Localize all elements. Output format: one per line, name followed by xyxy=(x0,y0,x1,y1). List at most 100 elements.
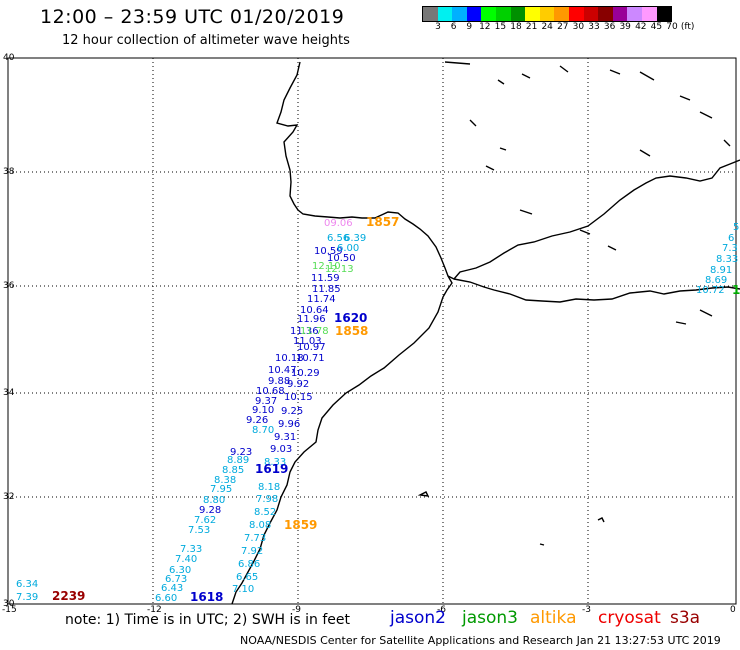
swh-value: 8.80 xyxy=(203,495,225,506)
coastline xyxy=(231,61,740,605)
scale-label: 27 xyxy=(557,22,569,32)
swh-value: 7.10 xyxy=(232,584,254,595)
swh-value: 6 xyxy=(728,233,734,244)
jason2-pass-time: 1620 xyxy=(334,311,367,325)
longitude-label: -9 xyxy=(292,605,301,615)
scale-label: 45 xyxy=(650,22,663,32)
swh-value: 7.3 xyxy=(722,243,738,254)
swh-value: 8.52 xyxy=(254,507,276,518)
swh-value: 8.33 xyxy=(716,254,738,265)
jason2-value: 10.68 xyxy=(256,386,285,397)
swh-value: 5 xyxy=(733,222,739,233)
swh-value: 6.86 xyxy=(238,559,260,570)
swh-value: 6.60 xyxy=(155,593,177,604)
scale-label: 30 xyxy=(572,22,585,32)
scale-swatch xyxy=(641,7,657,21)
jason2-value: 9.10 xyxy=(252,405,274,416)
swh-value: 6.39 xyxy=(344,233,366,244)
latitude-label: 40 xyxy=(3,53,15,63)
jason2-value: 11.59 xyxy=(311,273,340,284)
swh-value: 6.00 xyxy=(337,243,359,254)
wave-height-color-scale xyxy=(422,6,673,22)
altika-pass-time: 1859 xyxy=(284,518,317,532)
s3a-value: 09.06 xyxy=(324,218,353,229)
scale-swatch xyxy=(495,7,511,21)
swh-value: 7.98 xyxy=(256,494,278,505)
scale-label: 9 xyxy=(466,22,473,32)
scale-label: 18 xyxy=(510,22,522,32)
scale-swatch xyxy=(568,7,584,21)
credit-line: NOAA/NESDIS Center for Satellite Applica… xyxy=(240,634,721,647)
scale-swatch xyxy=(627,7,642,21)
map-frame xyxy=(7,57,737,605)
legend-item-cryosat: cryosat xyxy=(598,608,661,628)
scale-swatch xyxy=(598,7,613,21)
scale-label: 33 xyxy=(588,22,600,32)
altika-pass-time: 1857 xyxy=(366,215,399,229)
scale-label: 39 xyxy=(619,22,631,32)
longitude-label: -3 xyxy=(582,605,591,615)
scale-swatch xyxy=(437,7,453,21)
longitude-label: -15 xyxy=(2,605,17,615)
scale-label: 36 xyxy=(603,22,616,32)
jason2-value: 9.92 xyxy=(287,379,309,390)
scale-swatch xyxy=(554,7,569,21)
jason3-value: 12.13 xyxy=(325,264,354,275)
swh-value: 7.39 xyxy=(16,592,38,603)
jason2-value: 9.03 xyxy=(270,444,292,455)
latitude-label: 32 xyxy=(3,492,14,502)
scale-swatch xyxy=(481,7,496,21)
swh-value: 8.18 xyxy=(258,482,280,493)
legend-item-jason2: jason2 xyxy=(390,608,446,628)
swh-value: 6.56 xyxy=(327,233,349,244)
swh-value: 8.91 xyxy=(710,265,732,276)
swh-value: 8.89 xyxy=(227,455,249,466)
jason2-value: 10.59 xyxy=(314,246,343,257)
units-note: note: 1) Time is in UTC; 2) SWH is in fe… xyxy=(65,612,351,628)
map-subtitle: 12 hour collection of altimeter wave hei… xyxy=(62,33,350,48)
legend-item-altika: altika xyxy=(530,608,577,628)
scale-label: 24 xyxy=(541,22,553,32)
longitude-label: -6 xyxy=(437,605,446,615)
scale-label: 3 xyxy=(435,22,441,32)
jason2-pass-time: 1619 xyxy=(255,462,288,476)
swh-value: 6.65 xyxy=(236,572,258,583)
swh-value: 8.70 xyxy=(252,425,274,436)
scale-swatch xyxy=(612,7,628,21)
jason2-value: 10.71 xyxy=(296,353,325,364)
jason3-value: 1 xyxy=(732,283,740,297)
scale-label: 15 xyxy=(494,22,507,32)
scale-label: 6 xyxy=(450,22,457,32)
jason2-value: 9.96 xyxy=(278,419,300,430)
scale-label: 70 xyxy=(666,22,678,32)
swh-value: 7.33 xyxy=(180,544,202,555)
jason2-value: 10.15 xyxy=(284,392,313,403)
lat-lon-grid xyxy=(8,58,736,604)
scale-label: 12 xyxy=(479,22,491,32)
swh-value: 7.53 xyxy=(188,525,210,536)
jason2-value: 10.50 xyxy=(327,253,356,264)
jason2-value: 9.28 xyxy=(199,505,221,516)
jason2-value: 11.03 xyxy=(293,336,322,347)
jason2-value: 9.25 xyxy=(281,406,303,417)
jason2-value: 9.37 xyxy=(255,396,277,407)
jason3-value: 12.10 xyxy=(312,261,341,272)
jason2-value: 9.23 xyxy=(230,447,252,458)
jason2-value: 11.74 xyxy=(307,294,336,305)
swh-value: 6.34 xyxy=(16,579,38,590)
scale-swatch xyxy=(583,7,599,21)
jason2-value: 10.47 xyxy=(268,365,297,376)
scale-swatch xyxy=(466,7,482,21)
latitude-label: 38 xyxy=(3,167,15,177)
jason2-value: 10.18 xyxy=(275,353,304,364)
swh-value: 8.33 xyxy=(264,457,286,468)
swh-value: 6.73 xyxy=(165,574,187,585)
jason2-value: 11.36 xyxy=(290,326,319,337)
swh-value: 8.38 xyxy=(214,475,236,486)
swh-value: 10.72 xyxy=(696,285,725,296)
scale-label: 21 xyxy=(525,22,538,32)
swh-value: 7.40 xyxy=(175,554,197,565)
latitude-label: 30 xyxy=(3,599,15,609)
